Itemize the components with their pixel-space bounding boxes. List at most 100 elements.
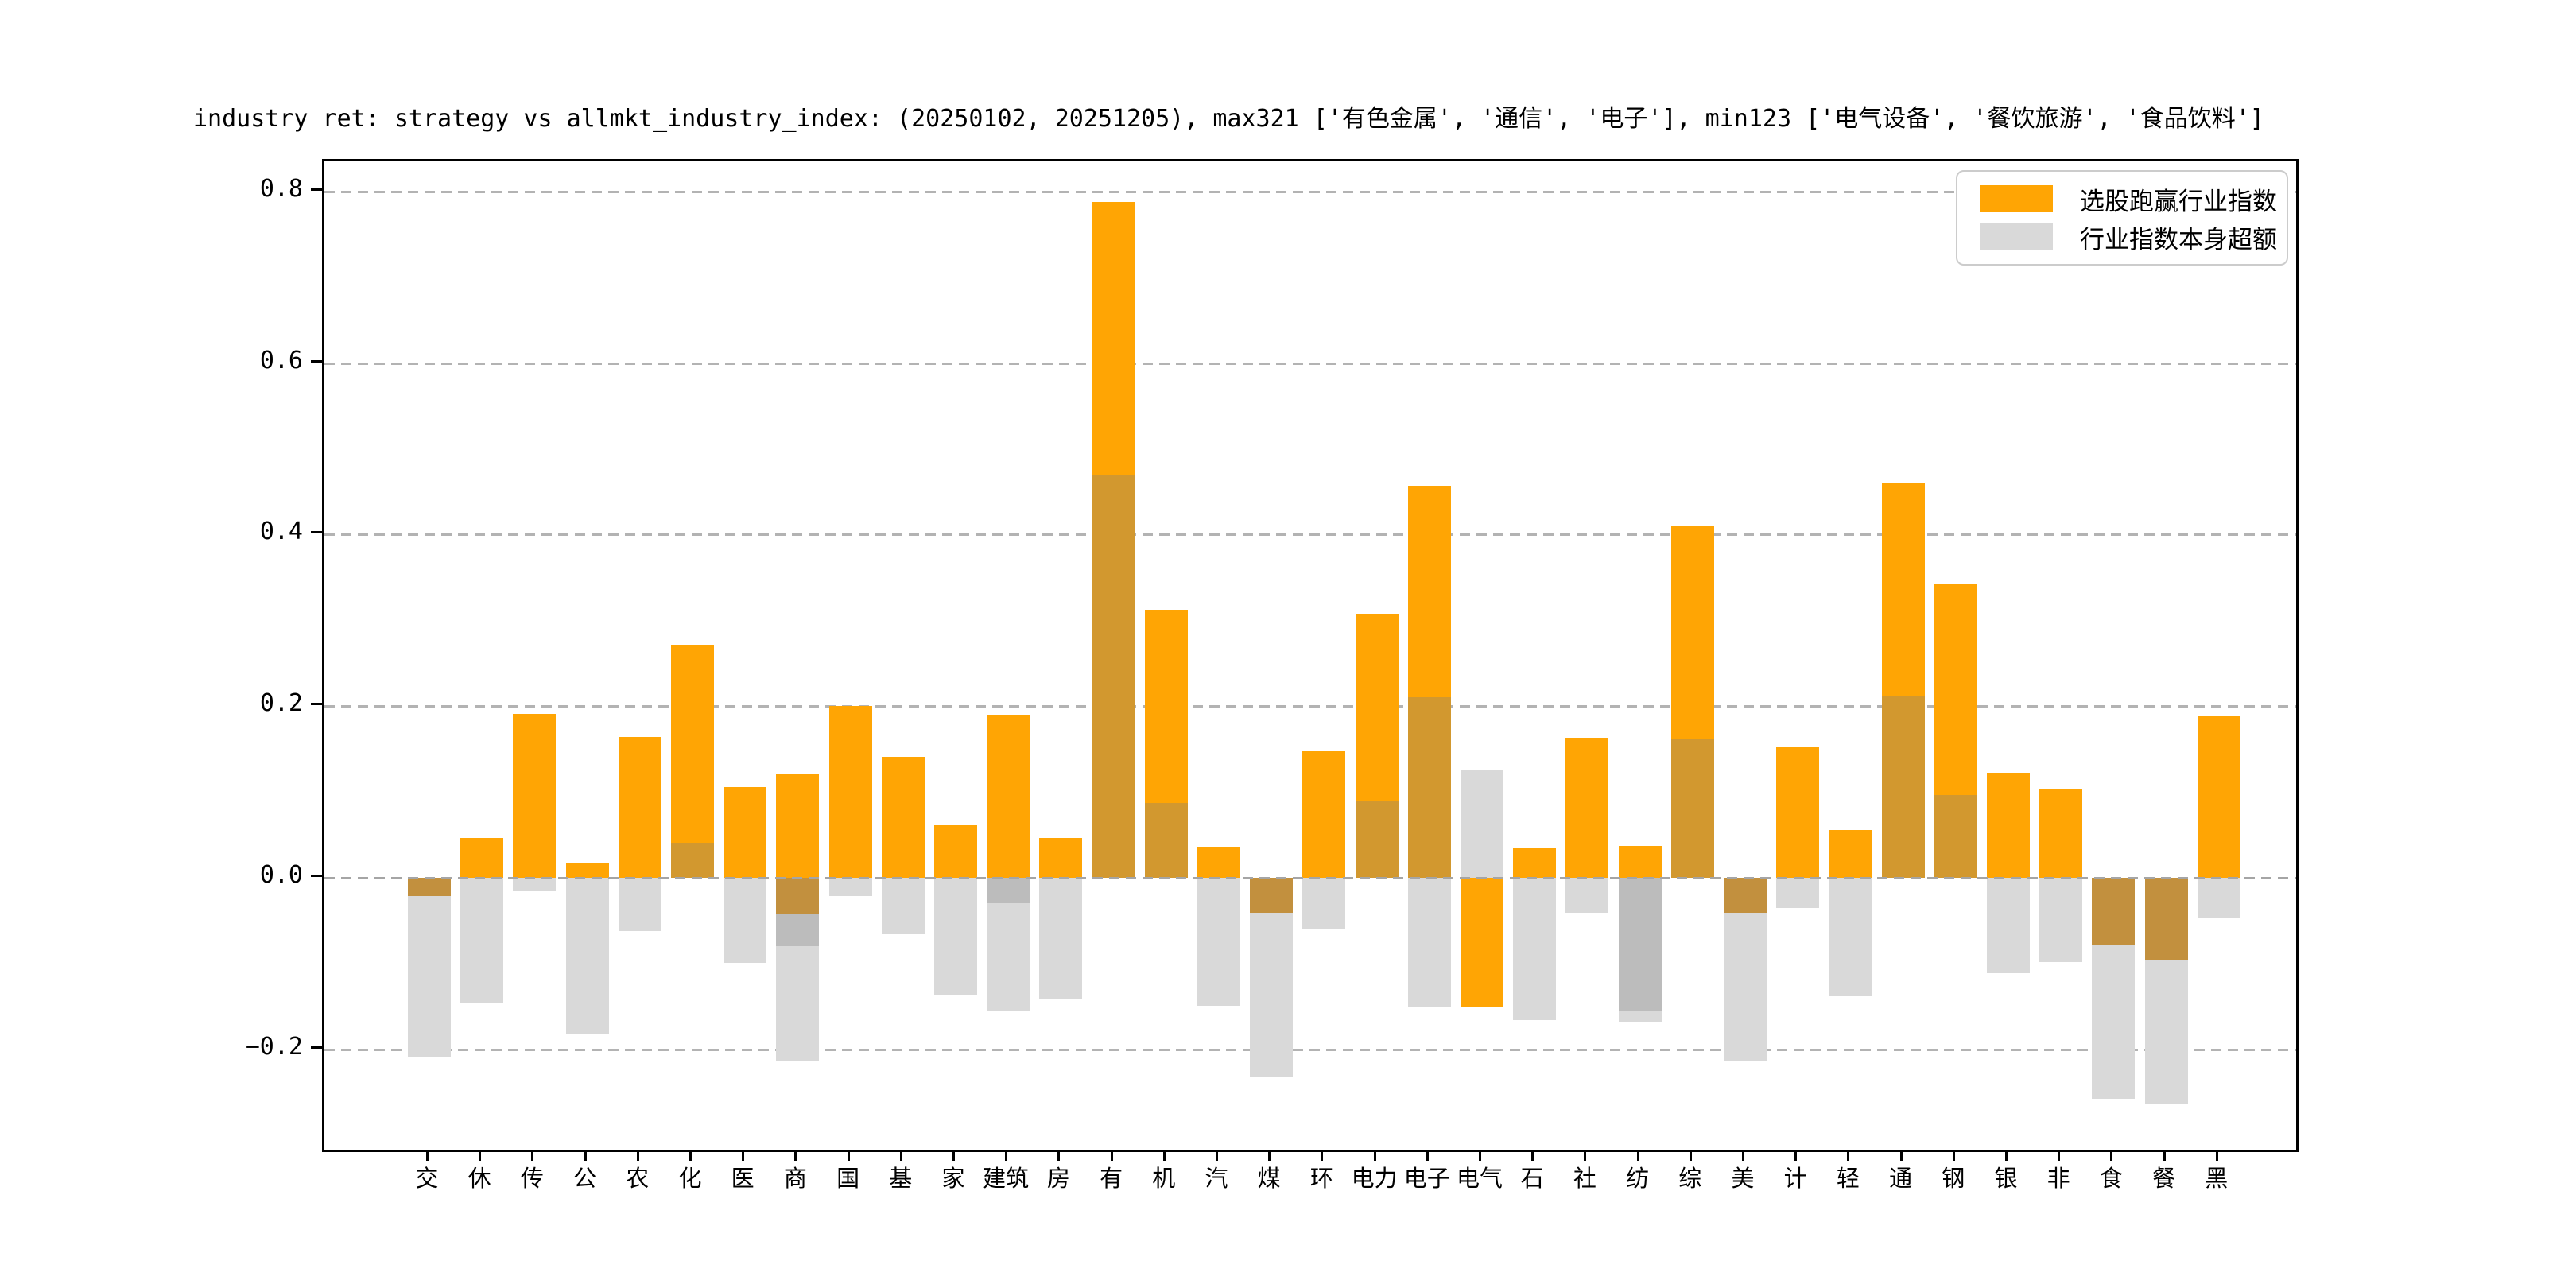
bar-segment-g: [1197, 878, 1240, 1006]
y-tick-mark: [311, 531, 322, 534]
x-tick-mark: [1479, 1150, 1481, 1161]
x-tick-label: 房: [1046, 1165, 1070, 1192]
bar-segment-g: [2144, 959, 2188, 1104]
bar-segment-on: [2092, 878, 2136, 945]
x-tick-label: 化: [678, 1165, 702, 1192]
x-tick-label: 煤: [1257, 1165, 1281, 1192]
x-tick-label: 家: [941, 1165, 965, 1192]
x-tick-label: 环: [1309, 1165, 1333, 1192]
bar-segment-o: [460, 838, 504, 878]
zero-line: [324, 877, 2296, 879]
bar-segment-o: [1355, 613, 1399, 801]
gridline: [324, 362, 2296, 365]
x-tick-label: 美: [1731, 1165, 1755, 1192]
bar-segment-g: [1987, 878, 2030, 973]
bar-segment-on: [1250, 878, 1294, 914]
bar-segment-g: [1407, 878, 1451, 1007]
y-tick-mark: [311, 1046, 322, 1049]
bar-segment-o: [671, 644, 714, 843]
x-tick-mark: [847, 1150, 850, 1161]
x-tick-label: 公: [573, 1165, 597, 1192]
bar-segment-o: [2197, 716, 2240, 878]
legend-label: 行业指数本身超额: [2080, 225, 2277, 254]
x-tick-mark: [636, 1150, 639, 1161]
x-tick-mark: [952, 1150, 955, 1161]
x-tick-label: 餐: [2152, 1165, 2176, 1192]
x-tick-mark: [689, 1150, 692, 1161]
orange-swatch-icon: [1980, 185, 2053, 212]
x-tick-label: 传: [520, 1165, 544, 1192]
bar-segment-o: [2039, 788, 2083, 878]
bar-segment-op: [1407, 697, 1451, 878]
bar-segment-o: [828, 706, 872, 878]
bar-segment-g: [1250, 913, 1294, 1078]
bar-segment-g: [724, 878, 767, 963]
x-tick-mark: [426, 1150, 429, 1161]
bar-segment-o: [881, 756, 925, 878]
bar-segment-g: [2039, 878, 2083, 962]
bar-segment-o: [724, 786, 767, 878]
legend-item-index-excess: 行业指数本身超额: [1980, 223, 2277, 254]
x-tick-label: 社: [1573, 1165, 1596, 1192]
gridline: [324, 705, 2296, 708]
legend-label: 选股跑赢行业指数: [2080, 187, 2277, 216]
bar-segment-g: [1724, 913, 1767, 1061]
bar-segment-o: [1829, 829, 1872, 878]
x-tick-label: 医: [731, 1165, 755, 1192]
x-tick-label: 国: [836, 1165, 860, 1192]
bar-segment-o: [1618, 846, 1662, 878]
y-tick-label: −0.2: [245, 1032, 303, 1061]
x-tick-mark: [1057, 1150, 1061, 1161]
x-tick-label: 轻: [1836, 1165, 1860, 1192]
bar-segment-o: [934, 825, 977, 878]
x-tick-mark: [2215, 1150, 2218, 1161]
x-tick-mark: [1584, 1150, 1587, 1161]
bar-segment-op: [1144, 803, 1188, 878]
x-tick-label: 电气: [1456, 1165, 1503, 1192]
x-tick-mark: [1321, 1150, 1324, 1161]
x-tick-label: 农: [626, 1165, 650, 1192]
y-tick-label: 0.2: [259, 689, 303, 718]
x-tick-mark: [1162, 1150, 1166, 1161]
y-tick-label: 0.0: [259, 861, 303, 889]
bar-segment-o: [1987, 773, 2030, 878]
bar-segment-on: [1724, 878, 1767, 914]
gray-swatch-icon: [1980, 223, 2053, 250]
bar-segment-g: [1618, 1011, 1662, 1023]
x-tick-label: 基: [889, 1165, 913, 1192]
x-tick-label: 通: [1889, 1165, 1913, 1192]
x-tick-mark: [1531, 1150, 1534, 1161]
bar-segment-o: [1881, 483, 1925, 697]
bar-segment-op: [1934, 795, 1977, 878]
bar-segment-o: [513, 713, 557, 878]
x-tick-mark: [1005, 1150, 1008, 1161]
x-tick-mark: [794, 1150, 797, 1161]
x-tick-label: 休: [467, 1165, 491, 1192]
gridline: [324, 1048, 2296, 1051]
bar-segment-g: [987, 903, 1030, 1011]
x-tick-label: 电子: [1403, 1165, 1450, 1192]
bar-segment-op: [1092, 475, 1135, 878]
y-tick-label: 0.8: [259, 174, 303, 203]
gridline: [324, 190, 2296, 193]
bar-segment-o: [1513, 848, 1557, 878]
x-tick-mark: [2058, 1150, 2061, 1161]
bar-segment-o: [1934, 584, 1977, 796]
y-tick-label: 0.4: [259, 518, 303, 546]
x-tick-label: 食: [2099, 1165, 2123, 1192]
legend-item-strategy: 选股跑赢行业指数: [1980, 184, 2277, 216]
bar-segment-g: [2197, 878, 2240, 918]
x-tick-mark: [1952, 1150, 1955, 1161]
bar-segment-gd: [1618, 878, 1662, 1011]
bar-segment-o: [1197, 847, 1240, 878]
bar-segment-g: [1039, 878, 1083, 1000]
x-tick-label: 纺: [1626, 1165, 1650, 1192]
x-tick-mark: [1426, 1150, 1429, 1161]
bar-segment-g: [565, 878, 609, 1035]
bar-segment-o: [1565, 738, 1609, 878]
x-tick-label: 建筑: [983, 1165, 1030, 1192]
bar-segment-op: [1355, 800, 1399, 878]
x-tick-label: 商: [783, 1165, 807, 1192]
x-tick-mark: [742, 1150, 745, 1161]
bar-segment-g: [1302, 878, 1346, 929]
